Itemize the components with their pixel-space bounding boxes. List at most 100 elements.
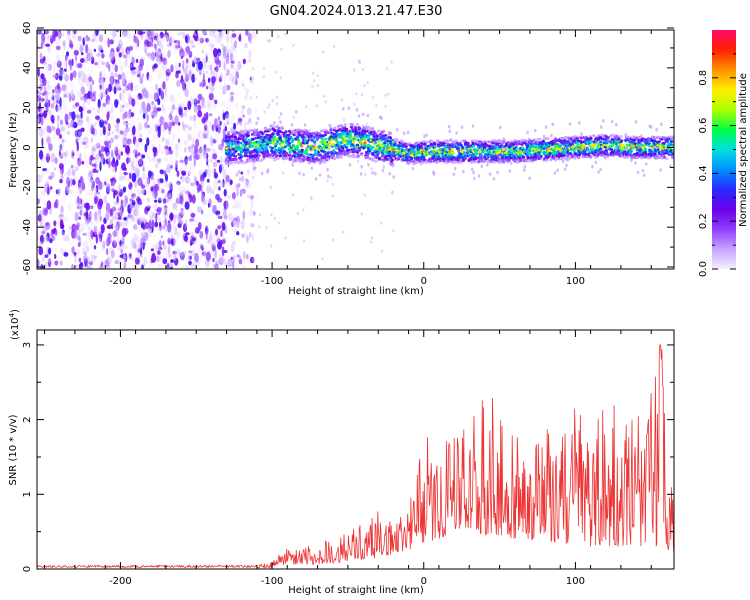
spectrogram-noise-cell [213,161,217,168]
spectrogram-noise-cell [54,72,59,81]
spectrogram-noise-cell [76,248,80,256]
spectrogram-noise-cell [209,65,214,69]
spectrogram-signal-cell [347,155,351,158]
spectrogram-noise-cell [157,130,161,138]
spectrogram-noise-cell [135,95,141,105]
spectrogram-noise-cell [123,196,129,200]
spectrogram-signal-cell [451,151,455,155]
spectrogram-noise-cell [111,64,115,71]
spectrogram-noise-cell [156,107,162,112]
spectrogram-signal-cell [233,154,238,158]
spectrogram-noise-cell [177,215,182,225]
spectrogram-noise-cell [246,107,252,116]
spectrogram-signal-cell [412,150,416,154]
spectrogram-noise-cell [161,188,165,194]
spectrogram-noise-cell [154,242,161,252]
spectrogram-signal-cell [397,147,401,151]
spectrogram-signal-cell [278,154,283,158]
spectrogram-halo-cell [367,163,370,167]
spectrogram-noise-cell [220,155,223,165]
spectrogram-noise-cell [108,158,111,169]
spectrogram-noise-cell [242,210,246,220]
spectrogram-noise-cell [54,157,58,165]
spectrogram-noise-cell [80,71,84,78]
spectrogram-halo-cell [298,171,301,176]
spectrogram-signal-cell [234,149,238,153]
spectrogram-noise-cell [163,108,166,115]
spectrogram-noise-cell [160,39,165,49]
spectrogram-noise-cell [58,169,63,176]
spectrogram-halo-cell [471,167,474,172]
spectrogram-noise-cell [57,58,60,65]
spectrogram-noise-cell [162,57,167,65]
spectrogram-noise-cell [229,52,234,61]
spectrogram-noise-cell [88,124,91,128]
spectrogram-noise-cell [232,188,235,194]
spectrogram-noise-cell [111,30,117,39]
spectrogram-signal-cell [425,140,429,144]
spectrogram-noise-cell [163,121,169,130]
spectrogram-noise-cell [42,168,48,172]
spectrogram-noise-cell [126,50,130,60]
spectrogram-noise-cell [95,234,98,244]
spectrogram-signal-cell [343,123,347,126]
spectrogram-noise-cell [214,117,218,127]
spectrogram-noise-cell [230,91,234,96]
spectrogram-noise-cell [192,261,196,269]
spectrogram-noise-cell [61,190,65,198]
spectrogram-noise-cell [210,70,213,75]
spectrogram-noise-cell [97,201,103,210]
spectrogram-noise-cell [64,113,69,124]
spectrogram-signal-cell [536,140,540,144]
spectrogram-noise-cell [181,61,186,66]
spectrogram-noise-cell [60,174,64,179]
spectrogram-noise-cell [226,106,229,112]
spectrogram-noise-cell [188,260,192,266]
spectrogram-signal-cell [374,159,378,163]
spectrogram-noise-cell [166,66,172,73]
spectrogram-noise-cell [184,155,188,166]
spectrogram-signal-cell [473,160,477,163]
spectrogram-noise-cell [188,126,192,131]
spectrogram-noise-cell [67,233,70,243]
spectrogram-noise-cell [179,195,184,205]
spectrogram-noise-cell [117,44,122,49]
spectrogram-halo-cell [488,172,492,176]
spectrogram-noise-cell [223,123,226,127]
spectrogram-noise-cell [225,200,229,210]
spectrogram-noise-cell [255,196,258,201]
spectrogram-noise-cell [163,34,169,42]
spectrogram-noise-cell [238,255,242,265]
spectrogram-noise-cell [106,224,112,230]
spectrogram-signal-cell [383,141,387,145]
spectrogram-noise-cell [153,234,156,242]
spectrogram-noise-cell [214,34,218,44]
spectrogram-noise-cell [141,264,144,269]
spectrogram-noise-cell [205,158,211,163]
spectrogram-noise-cell [64,68,67,72]
spectrogram-noise-cell [195,57,201,62]
spectrogram-noise-cell [90,190,94,200]
spectrogram-noise-cell [193,122,197,130]
spectrogram-noise-cell [170,93,173,97]
spectrogram-noise-cell [77,79,81,86]
spectrogram-noise-cell [137,152,141,157]
spectrogram-noise-cell [236,198,242,208]
spectrogram-noise-cell [215,73,220,77]
spectrogram-noise-cell [208,187,214,194]
spectrogram-noise-cell [73,251,77,256]
spectrogram-noise-cell [69,118,73,127]
spectrogram-noise-cell [211,30,216,34]
spectrogram-noise-cell [156,76,159,86]
spectrogram-signal-cell [250,142,254,145]
spectrogram-noise-cell [182,239,185,249]
spectrogram-noise-cell [81,247,86,255]
spectrogram-noise-cell [106,248,109,256]
spectrogram-noise-cell [159,169,164,175]
spectrogram-noise-cell [63,59,67,68]
spectrogram-noise-cell [221,99,226,104]
spectrogram-noise-cell [193,174,197,183]
spectrogram-noise-cell [200,37,204,44]
spectrogram-noise-cell [216,252,220,258]
spectrogram-noise-cell [157,264,161,269]
